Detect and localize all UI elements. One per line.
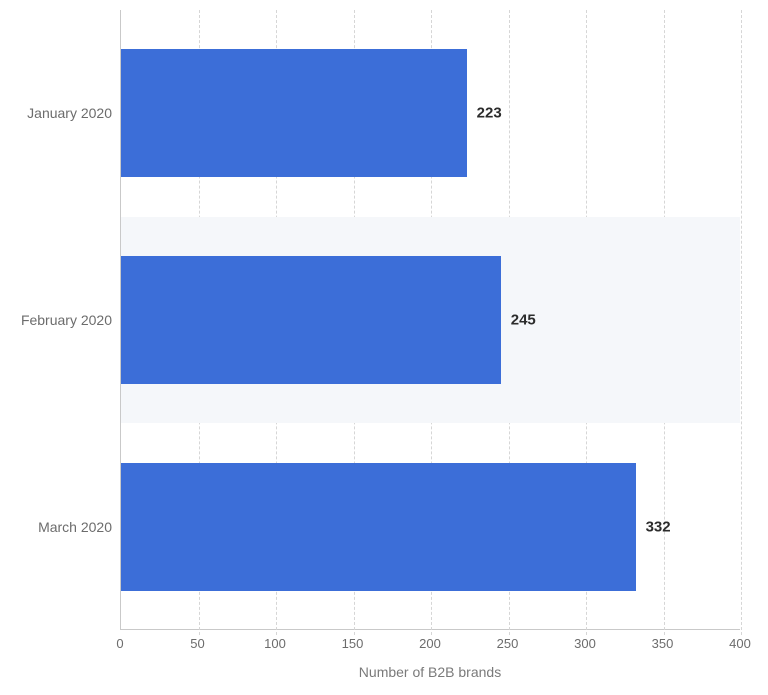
bar-value-label: 332 xyxy=(646,518,671,535)
x-tick-label: 100 xyxy=(264,636,286,651)
bar xyxy=(121,49,467,177)
bar xyxy=(121,256,501,384)
category-label: February 2020 xyxy=(0,312,112,328)
x-tick-label: 250 xyxy=(497,636,519,651)
bar xyxy=(121,463,636,591)
x-tick-label: 0 xyxy=(116,636,123,651)
x-tick-label: 350 xyxy=(652,636,674,651)
x-tick-label: 150 xyxy=(342,636,364,651)
x-tick-label: 300 xyxy=(574,636,596,651)
x-axis-title: Number of B2B brands xyxy=(120,664,740,680)
bar-value-label: 223 xyxy=(477,105,502,122)
x-tick-label: 50 xyxy=(190,636,204,651)
plot-area: 223 245 332 xyxy=(120,10,740,630)
b2b-brands-chart: 223 245 332 Number of B2B brands 0 50 100 150… xyxy=(0,0,768,695)
bar-value-label: 245 xyxy=(511,312,536,329)
category-label: January 2020 xyxy=(0,105,112,121)
x-tick-label: 400 xyxy=(729,636,751,651)
x-tick-label: 200 xyxy=(419,636,441,651)
category-label: March 2020 xyxy=(0,519,112,535)
grid-line xyxy=(741,10,742,635)
